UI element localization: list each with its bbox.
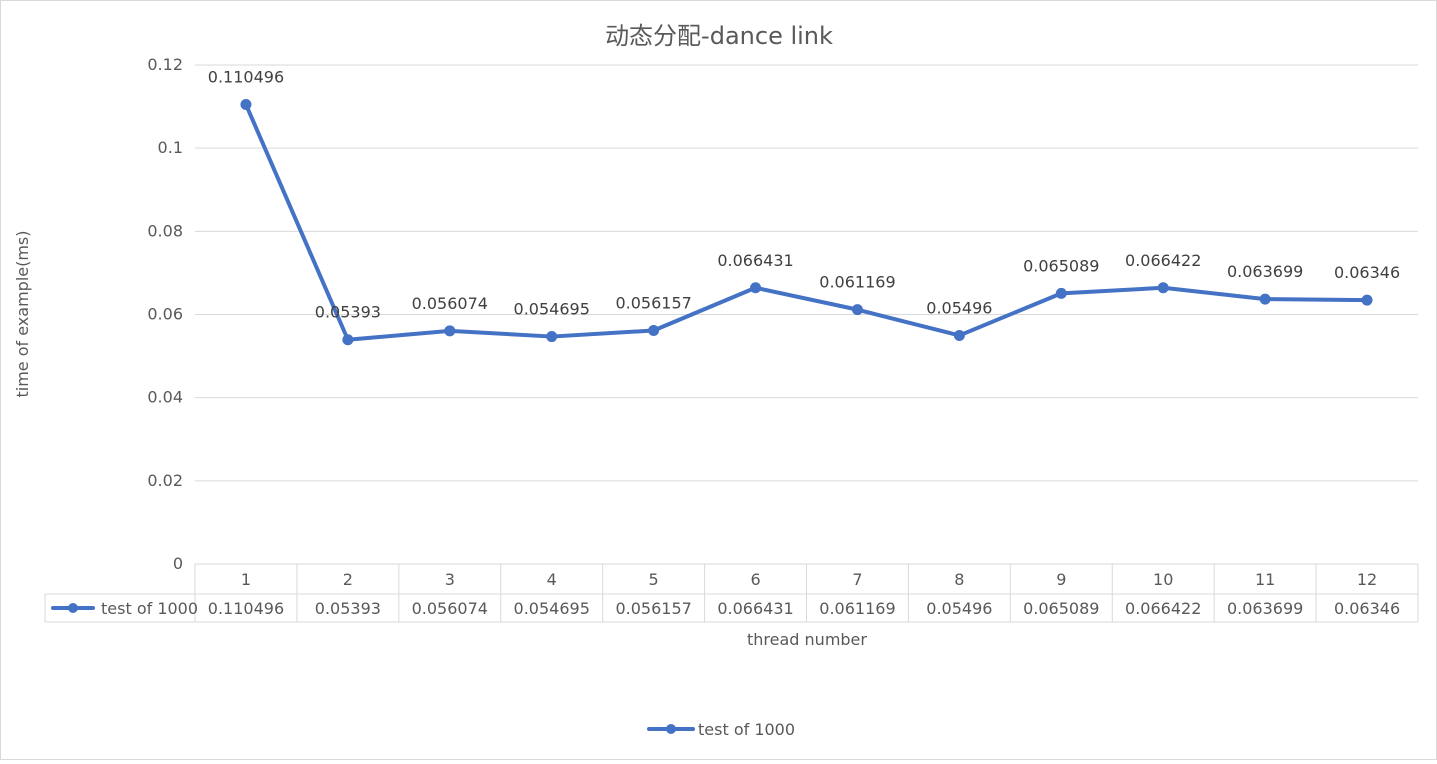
table-value-cell: 0.05496 (926, 599, 992, 618)
table-value-cell: 0.066422 (1125, 599, 1201, 618)
data-point (851, 304, 863, 316)
data-point (444, 325, 456, 337)
x-category-label: 10 (1153, 570, 1173, 589)
data-point (1055, 287, 1067, 299)
x-category-label: 4 (547, 570, 557, 589)
data-label: 0.06346 (1334, 263, 1400, 282)
data-point (546, 331, 558, 343)
legend: test of 1000 (647, 720, 795, 739)
data-label: 0.056157 (615, 293, 691, 312)
x-category-label: 12 (1357, 570, 1377, 589)
x-category-label: 8 (954, 570, 964, 589)
table-value-cell: 0.05393 (315, 599, 381, 618)
data-label: 0.110496 (208, 68, 284, 87)
table-value-cell: 0.066431 (717, 599, 793, 618)
data-label: 0.066431 (717, 251, 793, 270)
data-label: 0.05496 (926, 298, 992, 317)
series-line-layer (243, 102, 1370, 342)
legend-marker-icon (666, 724, 676, 734)
table-legend-marker-icon (68, 603, 78, 613)
legend-series-label: test of 1000 (698, 720, 795, 739)
table-value-cell: 0.061169 (819, 599, 895, 618)
data-label: 0.05393 (315, 303, 381, 322)
data-point (1361, 294, 1373, 306)
data-point (648, 324, 660, 336)
y-tick-label: 0.06 (147, 305, 183, 324)
x-category-label: 6 (750, 570, 760, 589)
table-value-cell: 0.056157 (615, 599, 691, 618)
gridlines (195, 64, 1418, 482)
x-axis-label: thread number (747, 630, 867, 649)
x-category-label: 9 (1056, 570, 1066, 589)
x-category-label: 11 (1255, 570, 1275, 589)
data-label: 0.063699 (1227, 262, 1303, 281)
table-value-cell: 0.054695 (514, 599, 590, 618)
data-labels: 0.110496 0.05393 0.056074 0.054695 0.056157 0… (208, 68, 1400, 322)
data-label: 0.054695 (514, 300, 590, 319)
data-label: 0.061169 (819, 273, 895, 292)
series-line (243, 102, 1370, 342)
table-value-cell: 0.063699 (1227, 599, 1303, 618)
data-label: 0.065089 (1023, 256, 1099, 275)
x-category-label: 3 (445, 570, 455, 589)
data-label: 0.066422 (1125, 251, 1201, 270)
table-series-label: test of 1000 (101, 599, 198, 618)
data-point (953, 329, 965, 341)
y-tick-label: 0.08 (147, 221, 183, 240)
table-value-cell: 0.110496 (208, 599, 284, 618)
y-axis-tick-labels: 0 0.02 0.04 0.06 0.08 0.1 0.12 (147, 55, 183, 573)
y-tick-label: 0.02 (147, 471, 183, 490)
y-axis-label: time of example(ms) (13, 230, 32, 397)
data-label: 0.056074 (412, 294, 488, 313)
table-value-cell: 0.06346 (1334, 599, 1400, 618)
x-category-label: 1 (241, 570, 251, 589)
table-value-cell: 0.056074 (412, 599, 488, 618)
chart-title: 动态分配-dance link (605, 22, 833, 50)
x-category-label: 5 (649, 570, 659, 589)
data-point (1157, 282, 1169, 294)
y-tick-label: 0 (173, 554, 183, 573)
table-value-cell: 0.065089 (1023, 599, 1099, 618)
data-point (342, 334, 354, 346)
data-point (1259, 293, 1271, 305)
series-markers (240, 99, 1373, 346)
data-point (240, 99, 252, 111)
y-tick-label: 0.1 (158, 138, 183, 157)
y-tick-label: 0.12 (147, 55, 183, 74)
x-category-label: 7 (852, 570, 862, 589)
x-category-label: 2 (343, 570, 353, 589)
y-tick-label: 0.04 (147, 388, 183, 407)
data-point (750, 282, 762, 294)
data-table: 1 0.110496 2 0.05393 3 0.056074 4 0.054695 5 0.05… (44, 563, 1419, 623)
